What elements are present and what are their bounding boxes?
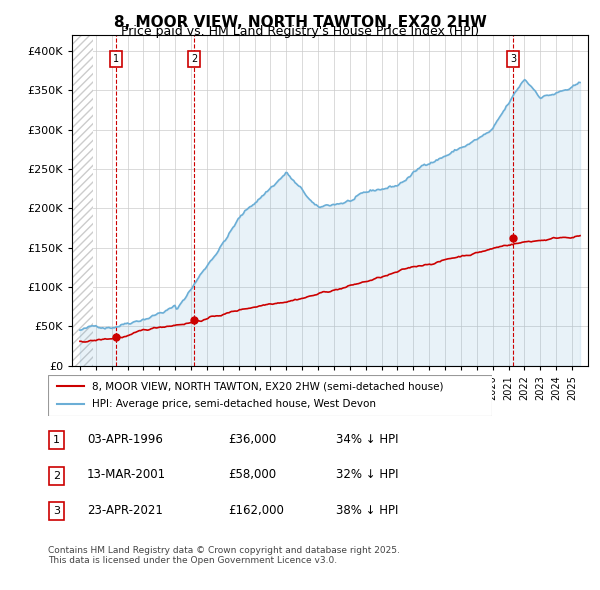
Text: 3: 3 [53, 506, 60, 516]
Text: 38% ↓ HPI: 38% ↓ HPI [336, 504, 398, 517]
Text: Price paid vs. HM Land Registry's House Price Index (HPI): Price paid vs. HM Land Registry's House … [121, 25, 479, 38]
Text: 8, MOOR VIEW, NORTH TAWTON, EX20 2HW: 8, MOOR VIEW, NORTH TAWTON, EX20 2HW [113, 15, 487, 30]
Text: HPI: Average price, semi-detached house, West Devon: HPI: Average price, semi-detached house,… [92, 399, 376, 409]
Text: 23-APR-2021: 23-APR-2021 [87, 504, 163, 517]
Text: £36,000: £36,000 [228, 433, 276, 446]
Text: 13-MAR-2001: 13-MAR-2001 [87, 468, 166, 481]
FancyBboxPatch shape [49, 467, 64, 484]
FancyBboxPatch shape [49, 502, 64, 520]
Text: £162,000: £162,000 [228, 504, 284, 517]
Text: 2: 2 [53, 471, 60, 480]
FancyBboxPatch shape [48, 375, 492, 416]
Text: 1: 1 [53, 435, 60, 445]
Text: Contains HM Land Registry data © Crown copyright and database right 2025.
This d: Contains HM Land Registry data © Crown c… [48, 546, 400, 565]
Text: £58,000: £58,000 [228, 468, 276, 481]
FancyBboxPatch shape [49, 431, 64, 449]
Text: 2: 2 [191, 54, 197, 64]
Text: 03-APR-1996: 03-APR-1996 [87, 433, 163, 446]
Text: 1: 1 [113, 54, 119, 64]
Text: 34% ↓ HPI: 34% ↓ HPI [336, 433, 398, 446]
Text: 3: 3 [511, 54, 517, 64]
Text: 32% ↓ HPI: 32% ↓ HPI [336, 468, 398, 481]
Text: 8, MOOR VIEW, NORTH TAWTON, EX20 2HW (semi-detached house): 8, MOOR VIEW, NORTH TAWTON, EX20 2HW (se… [92, 381, 444, 391]
